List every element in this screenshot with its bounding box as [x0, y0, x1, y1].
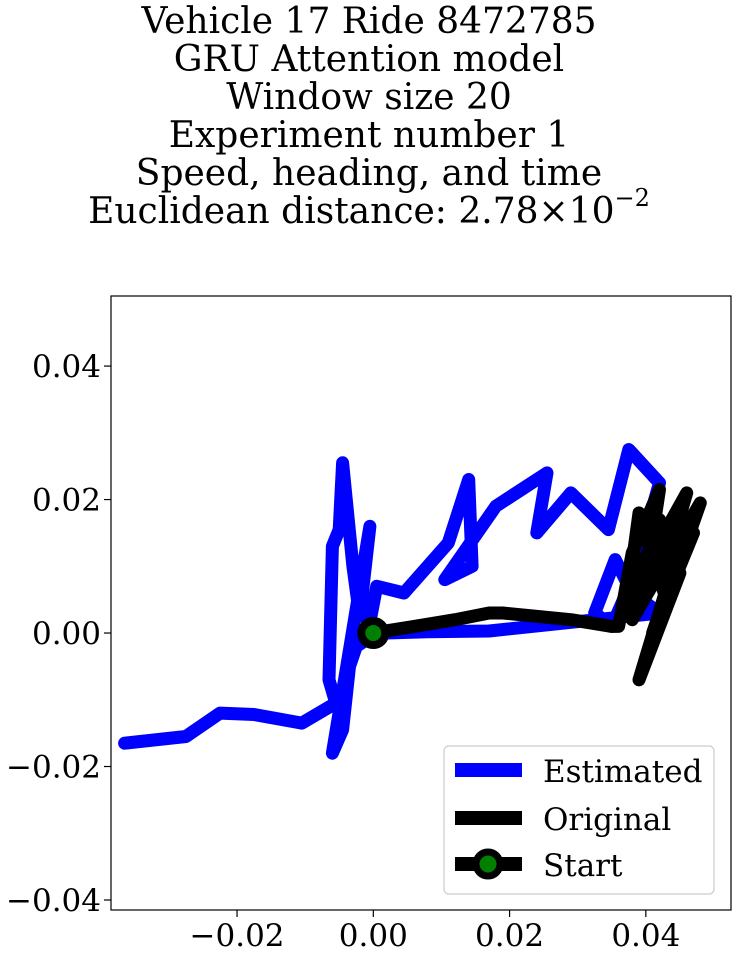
plot-frame	[110, 295, 732, 911]
y-tick-label: −0.04	[6, 883, 101, 919]
y-tick-label: 0.00	[32, 616, 101, 652]
title-line-6: Euclidean distance: 2.78×10−2	[0, 186, 738, 232]
title-distance-exponent: −2	[614, 184, 650, 212]
x-tick-label: −0.02	[190, 918, 285, 954]
x-tick-label: 0.00	[339, 918, 408, 954]
title-distance-prefix: Euclidean distance:	[88, 191, 459, 232]
title-line-4: Experiment number 1	[168, 115, 570, 156]
legend-original-label: Original	[543, 802, 671, 838]
legend-estimated-label: Estimated	[543, 754, 702, 790]
legend-start-label: Start	[543, 848, 623, 884]
x-tick-label: 0.04	[611, 918, 680, 954]
start-point-marker	[357, 617, 390, 650]
title-distance-mantissa: 2.78	[458, 191, 539, 232]
series-layer	[118, 443, 707, 760]
y-tick-label: −0.02	[6, 750, 101, 786]
title-line-5: Speed, heading, and time	[135, 153, 603, 194]
legend: Estimated Original Start	[443, 745, 715, 895]
y-tick-label: 0.04	[32, 349, 101, 385]
y-tick-label: 0.02	[32, 483, 101, 519]
title-line-2: GRU Attention model	[173, 39, 565, 80]
series-original-line	[366, 483, 707, 687]
title-line-3: Window size 20	[226, 77, 512, 118]
axes-ticks: −0.02 0.00 0.02 0.04 0.04 0.02 0.00 −0.02 −0.04	[6, 349, 680, 954]
x-tick-label: 0.02	[475, 918, 544, 954]
series-estimated-line	[118, 443, 666, 760]
title-line-1: Vehicle 17 Ride 8472785	[141, 1, 597, 42]
title-distance-times: ×	[538, 191, 569, 232]
legend-start-marker	[472, 848, 504, 880]
title-distance-base: 10	[568, 191, 615, 232]
chart-title: Vehicle 17 Ride 8472785 GRU Attention mo…	[0, 0, 738, 231]
